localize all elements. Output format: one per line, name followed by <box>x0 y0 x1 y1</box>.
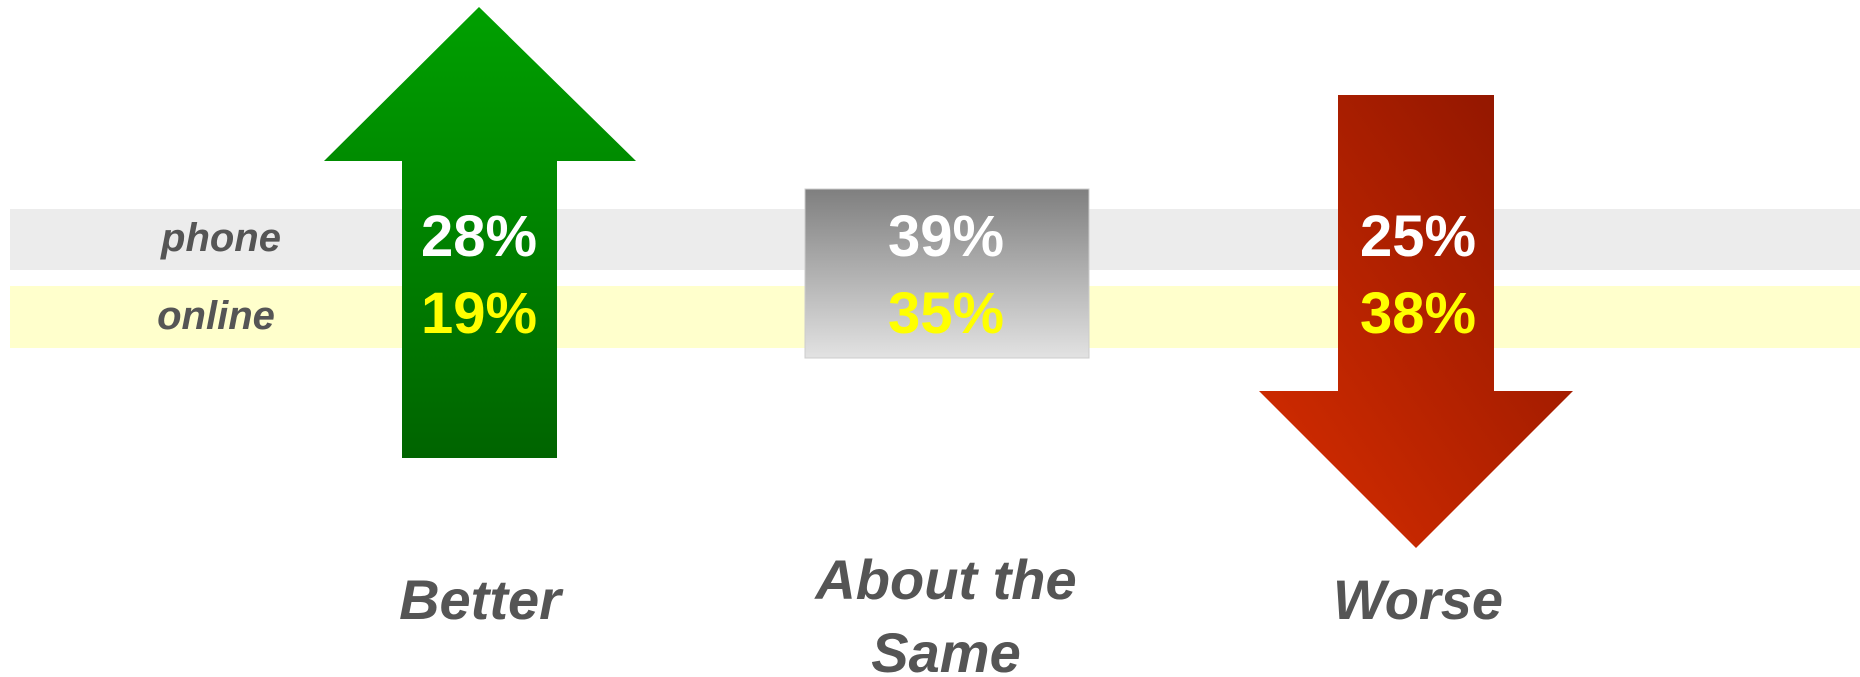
down-arrow <box>1259 95 1573 548</box>
flat-box <box>804 188 1090 359</box>
value: 19% <box>420 281 538 346</box>
value: 39% <box>887 204 1005 269</box>
up-arrow <box>324 7 636 458</box>
column-label: Better <box>399 568 561 631</box>
column-label: About the Same <box>815 548 1077 677</box>
value: 25% <box>1359 204 1477 269</box>
row-label: online <box>157 294 275 338</box>
value: 38% <box>1359 281 1477 346</box>
column-label: Worse <box>1332 568 1504 631</box>
value: 28% <box>420 204 538 269</box>
value: 35% <box>887 281 1005 346</box>
row-label: phone <box>161 216 281 260</box>
